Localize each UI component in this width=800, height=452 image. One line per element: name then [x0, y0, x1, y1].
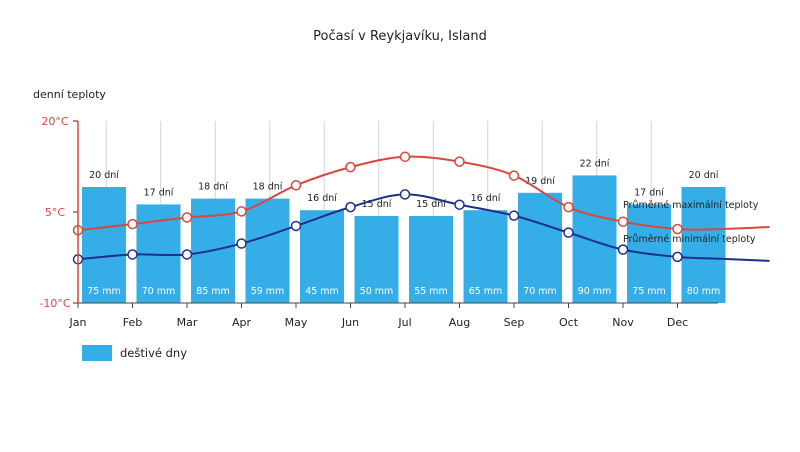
chart-title: Počasí v Reykjavíku, Island — [313, 29, 487, 44]
series-label: Průměrné maximální teploty — [623, 200, 759, 211]
rainy-days-bar — [409, 216, 453, 303]
temperature-point — [454, 156, 465, 167]
precipitation-label: 85 mm — [196, 286, 230, 297]
x-tick-label: Aug — [449, 316, 470, 329]
precipitation-label: 75 mm — [632, 286, 666, 297]
rainy-days-label: 20 dní — [89, 170, 119, 181]
x-tick-label: Oct — [559, 316, 579, 329]
rainy-days-label: 18 dní — [253, 182, 283, 193]
temperature-point — [454, 199, 465, 210]
rainy-days-bar — [681, 187, 726, 303]
rainy-days-bar — [300, 210, 344, 303]
rainy-days-bar — [82, 187, 126, 303]
rainy-days-bar — [572, 175, 617, 303]
temperature-point — [127, 218, 138, 230]
temperature-point — [508, 210, 520, 221]
series-label: Průměrné minimální teploty — [623, 234, 756, 245]
precipitation-label: 90 mm — [578, 286, 612, 297]
legend-label: deštivé dny — [120, 346, 187, 360]
x-tick-label: Nov — [612, 316, 634, 329]
precipitation-label: 50 mm — [360, 286, 394, 297]
temperature-point — [290, 220, 302, 232]
x-tick-label: Feb — [123, 316, 142, 329]
x-tick-label: Jun — [341, 316, 359, 329]
x-tick-label: Jan — [69, 316, 87, 329]
temperature-point — [617, 244, 629, 255]
temperature-point — [181, 212, 193, 223]
temperature-point — [345, 201, 356, 213]
y-tick-label: 5°C — [45, 206, 65, 219]
temperature-point — [672, 251, 683, 263]
rainy-days-label: 16 dní — [471, 193, 501, 204]
precipitation-label: 55 mm — [414, 286, 448, 297]
temperature-point — [345, 161, 356, 173]
rainy-days-bar — [463, 210, 508, 303]
rainy-days-bar — [518, 192, 562, 303]
x-tick-label: Mar — [177, 316, 198, 329]
temperature-point — [508, 170, 520, 181]
y-axis-label: denní teploty — [33, 88, 106, 101]
precipitation-label: 65 mm — [469, 286, 503, 297]
rainy-days-label: 22 dní — [580, 158, 610, 169]
x-tick-label: Apr — [232, 316, 252, 329]
rainy-days-label: 15 dní — [416, 199, 446, 210]
rainy-days-label: 16 dní — [307, 193, 337, 204]
temperature-point — [617, 216, 629, 227]
temperature-point — [563, 227, 574, 238]
temperature-point — [290, 180, 302, 191]
temperature-point — [236, 238, 247, 249]
precipitation-label: 59 mm — [251, 286, 285, 297]
rainy-days-label: 15 dní — [362, 199, 392, 210]
x-tick-label: Jul — [397, 316, 411, 329]
temperature-point — [399, 151, 411, 163]
temperature-point — [236, 206, 247, 217]
temperature-point — [672, 223, 683, 235]
temperature-point — [399, 189, 411, 200]
temperature-point — [181, 249, 193, 260]
rainy-days-label: 17 dní — [634, 187, 664, 198]
precipitation-label: 75 mm — [87, 286, 121, 297]
precipitation-label: 45 mm — [305, 286, 339, 297]
rainy-days-label: 19 dní — [525, 176, 555, 187]
y-tick-label: -10°C — [39, 297, 70, 310]
x-tick-label: Dec — [667, 316, 688, 329]
precipitation-label: 70 mm — [523, 286, 557, 297]
x-tick-label: Sep — [504, 316, 525, 329]
legend: deštivé dny — [82, 345, 187, 361]
legend-swatch — [82, 345, 112, 361]
axes: 20°C 5°C -10°C Jan Feb Mar Apr May Jun Jul Aug Sep O… — [39, 115, 718, 329]
temperature-point — [563, 201, 574, 213]
rainy-days-bars: 20 dní 75 mm 17 dní 70 mm 18 dní 85 mm 18 dní 5… — [82, 158, 726, 303]
rainy-days-label: 20 dní — [689, 170, 719, 181]
y-tick-label: 20°C — [41, 115, 68, 128]
temperature-point — [127, 249, 138, 260]
rainy-days-label: 17 dní — [144, 187, 174, 198]
precipitation-label: 80 mm — [687, 286, 721, 297]
x-tick-label: May — [285, 316, 308, 329]
precipitation-label: 70 mm — [142, 286, 176, 297]
temperature-lines: Průměrné maximální teploty Průměrné minim… — [72, 151, 770, 265]
rainy-days-bar — [354, 216, 399, 303]
rainy-days-label: 18 dní — [198, 182, 228, 193]
rainy-days-bar — [245, 198, 290, 303]
